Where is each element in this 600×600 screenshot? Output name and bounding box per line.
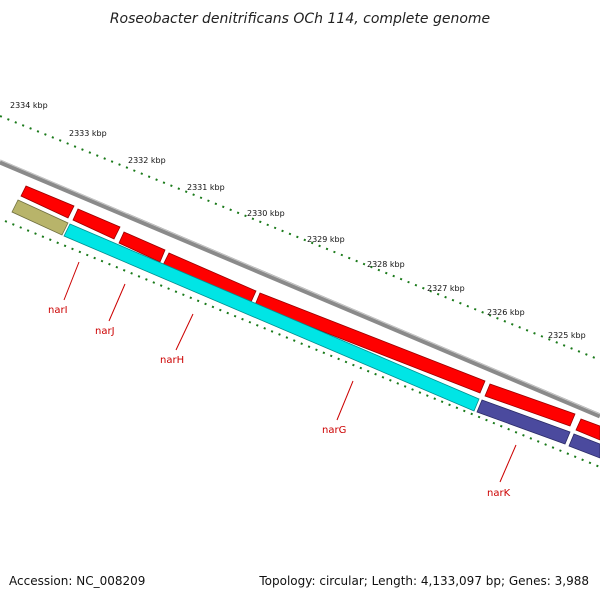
gene-label-narK: narK bbox=[487, 488, 511, 499]
tick-label-2328: 2328 kbp bbox=[367, 260, 405, 269]
leader-line bbox=[336, 380, 354, 421]
map-title: Roseobacter denitrificans OCh 114, compl… bbox=[110, 11, 490, 27]
gene-label-narH: narH bbox=[160, 355, 184, 366]
leader-line bbox=[499, 444, 517, 483]
cds-feature bbox=[575, 418, 600, 441]
accession-text: Accession: NC_008209 bbox=[9, 574, 146, 588]
tick-label-2332: 2332 kbp bbox=[128, 156, 166, 165]
cds-feature bbox=[254, 292, 486, 394]
gene-label-narJ: narJ bbox=[95, 326, 115, 337]
tick-label-2325: 2325 kbp bbox=[548, 331, 586, 340]
tick-label-2334: 2334 kbp bbox=[10, 101, 48, 110]
cds-feature bbox=[20, 185, 75, 219]
tick-label-2326: 2326 kbp bbox=[487, 308, 525, 317]
tick-label-2329: 2329 kbp bbox=[307, 235, 345, 244]
tick-label-2327: 2327 kbp bbox=[427, 284, 465, 293]
cds-feature bbox=[484, 383, 576, 427]
gene-feature bbox=[63, 223, 480, 412]
leader-line bbox=[175, 313, 194, 351]
tick-label-2333: 2333 kbp bbox=[69, 129, 107, 138]
gene-track bbox=[11, 199, 600, 459]
leader-line bbox=[108, 283, 126, 322]
topology-text: Topology: circular; Length: 4,133,097 bp… bbox=[259, 574, 589, 588]
gene-label-narG: narG bbox=[322, 425, 346, 436]
forward-cds-track bbox=[20, 185, 600, 441]
tick-label-2330: 2330 kbp bbox=[247, 209, 285, 218]
tick-label-2331: 2331 kbp bbox=[187, 183, 225, 192]
leader-line bbox=[63, 261, 80, 301]
cds-feature bbox=[72, 208, 121, 240]
gene-label-narI: narI bbox=[48, 305, 68, 316]
gene-feature bbox=[11, 199, 69, 236]
inner-tick-ring bbox=[4, 220, 600, 468]
gene-leaders bbox=[63, 261, 517, 483]
scale-labels: 2334 kbp 2333 kbp 2332 kbp 2331 kbp 2330… bbox=[10, 101, 586, 340]
cds-feature bbox=[118, 231, 166, 263]
gene-feature bbox=[476, 399, 571, 445]
gene-feature bbox=[568, 433, 600, 459]
backbone bbox=[0, 159, 600, 419]
gene-labels: narI narJ narH narG narK bbox=[48, 305, 511, 499]
